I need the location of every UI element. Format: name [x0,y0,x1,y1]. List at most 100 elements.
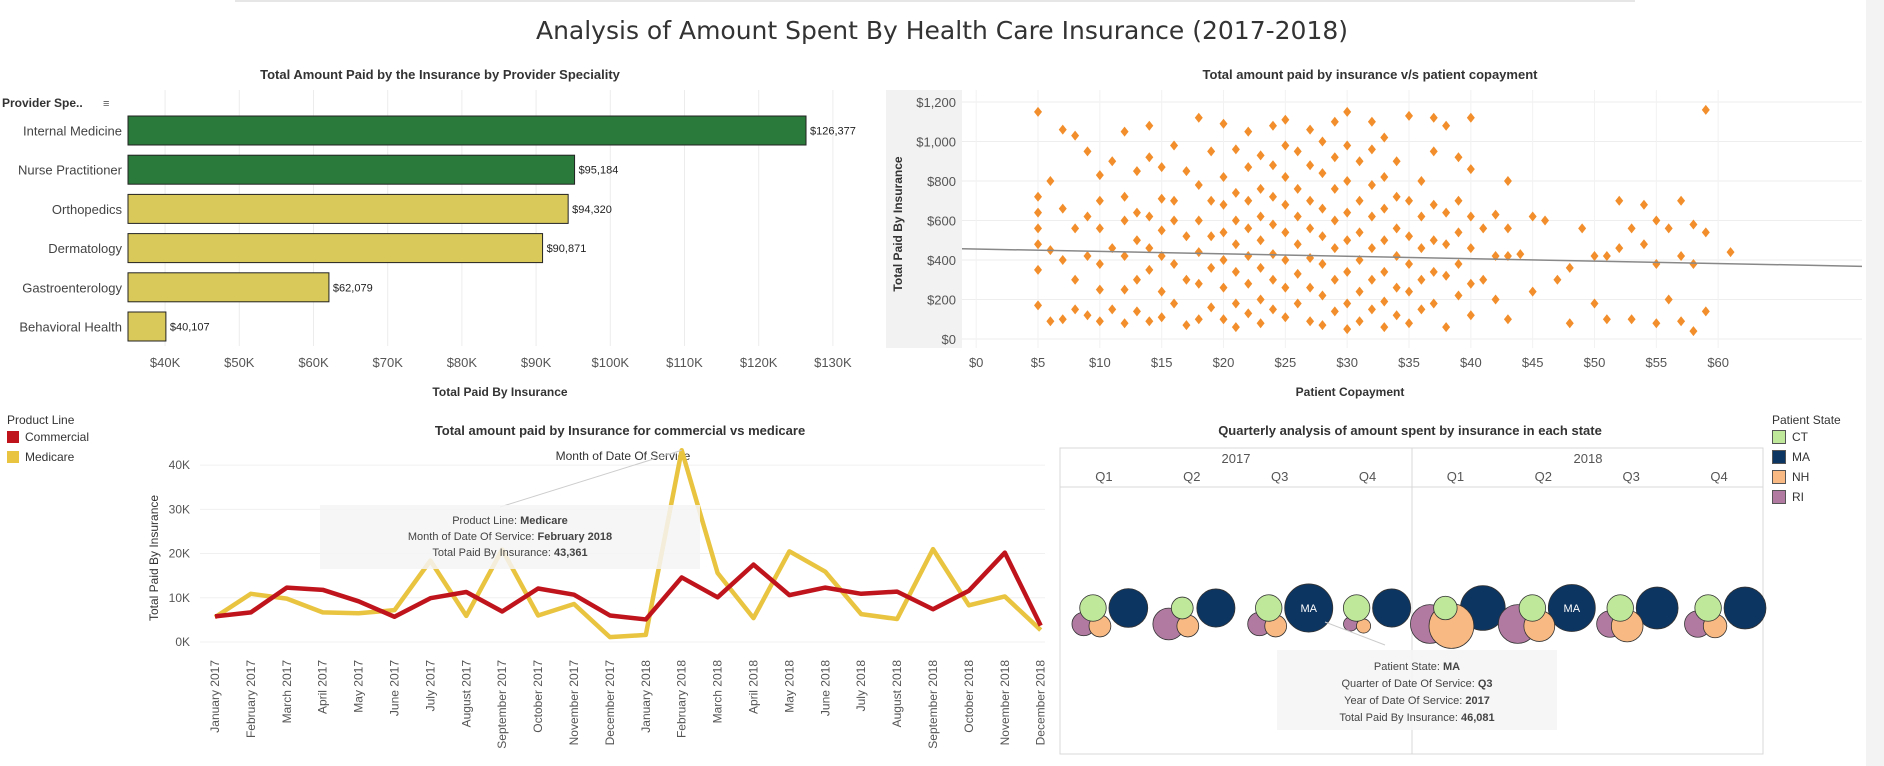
scatter-point [1417,211,1426,222]
scatter-point [1231,298,1240,309]
scatter-point [1083,251,1092,262]
ma-swatch [1772,450,1786,464]
legend-item-medicare[interactable]: Medicare [7,447,89,467]
scatter-point [1442,239,1451,250]
scatter-point [1330,274,1339,285]
scatter-point [1429,199,1438,210]
scatter-point [1207,195,1216,206]
scatter-point [1343,298,1352,309]
scatter-point [1330,243,1339,254]
scatter-point [1071,304,1080,315]
scatter-point [1170,195,1179,206]
scatter-point [1306,124,1315,135]
scatter-x-tick-label: $35 [1398,355,1420,370]
scatter-point [1417,176,1426,186]
line-x-tick-label: March 2018 [711,660,725,724]
legend-item-ri[interactable]: RI [1772,487,1841,507]
scatter-point [1268,304,1277,315]
legend-item-commercial[interactable]: Commercial [7,427,89,447]
tooltip-value: February 2018 [538,531,613,543]
scatter-x-tick-label: $45 [1522,355,1544,370]
bubble [1547,584,1596,632]
scatter-point [1071,223,1080,234]
legend-item-nh[interactable]: NH [1772,467,1841,487]
bubble-chart-title: Quarterly analysis of amount spent by in… [1218,423,1602,438]
scatter-point [1689,219,1698,230]
scatter-point [1318,168,1327,179]
scatter-point [1293,298,1302,309]
scatter-point [1120,284,1129,295]
scatter-x-tick-label: $10 [1089,355,1111,370]
scatter-chart-title: Total amount paid by insurance v/s patie… [1202,67,1538,82]
bar-x-tick-label: $130K [814,355,852,370]
scatter-point [1170,298,1179,309]
scatter-point [1207,302,1216,313]
scatter-y-tick-label: $1,000 [916,135,956,150]
scatter-point [1046,176,1055,186]
bubble-tooltip-pointer [1324,621,1386,646]
scatter-point [1157,312,1166,323]
right-scrollbar[interactable] [1866,0,1884,766]
line-x-tick-label: August 2017 [459,660,473,728]
scatter-point [1120,251,1129,262]
line-y-tick-label: 30K [169,502,190,516]
scatter-point [1244,126,1253,137]
scatter-point [1293,183,1302,194]
bar-category-label: Behavioral Health [19,320,122,335]
scatter-point [1701,306,1710,317]
scatter-point [1367,243,1376,254]
bar-value-label: $62,079 [333,282,373,294]
scatter-point [1318,290,1327,301]
scatter-point [1454,258,1463,269]
bar [127,115,807,146]
scatter-point [1256,262,1265,273]
scatter-point [1392,191,1401,202]
medicare-line [213,447,1043,640]
bubble-tooltip-line: Patient State: MA [1374,661,1460,673]
scatter-point [1639,199,1648,210]
scatter-point [1058,255,1067,265]
scatter-point [1182,231,1191,242]
scatter-point [1207,231,1216,242]
scatter-point [1132,207,1141,218]
scatter-point [1095,258,1104,269]
scatter-point [1194,215,1203,226]
scatter-point [1170,140,1179,151]
bubble-tooltip-line: Year of Date Of Service: 2017 [1344,695,1490,707]
scatter-y-tick-label: $400 [927,253,956,268]
bubble-quarter-label: Q2 [1535,469,1552,484]
legend-item-ma[interactable]: MA [1772,447,1841,467]
scatter-point [1256,235,1265,246]
line-x-tick-label: February 2018 [675,660,689,738]
scatter-point [1442,322,1451,333]
tooltip-value: Medicare [520,515,568,527]
scatter-point [1244,308,1253,319]
scatter-point [1318,203,1327,214]
bar-x-tick-label: $40K [150,355,181,370]
scatter-point [1256,211,1265,222]
scatter-point [1578,223,1587,234]
scatter-point [1219,282,1228,293]
bar-chart: $40K $50K $60K $70K $80K $90K $100K $110K $120K $… [2,90,870,399]
scatter-point [1281,282,1290,293]
scatter-point [1528,211,1537,222]
top-divider [235,0,1635,2]
scatter-point [1652,215,1661,226]
bubble [1518,594,1547,622]
scatter-point [1454,290,1463,301]
bubble [1694,594,1722,622]
legend-item-ct[interactable]: CT [1772,427,1841,447]
scatter-x-tick-label: $40 [1460,355,1482,370]
bar-value-label: $126,377 [810,126,856,138]
scatter-x-tick-label: $15 [1151,355,1173,370]
bubble [1284,583,1334,633]
scatter-point [1182,320,1191,331]
line-x-tick-label: June 2017 [388,660,402,716]
sort-icon: ≡ [103,98,109,110]
scatter-point [1219,314,1228,325]
scatter-point [1429,298,1438,309]
scatter-point [1405,286,1414,297]
bar-x-tick-label: $120K [740,355,778,370]
scatter-point [1405,318,1414,329]
bar-x-tick-label: $60K [298,355,329,370]
